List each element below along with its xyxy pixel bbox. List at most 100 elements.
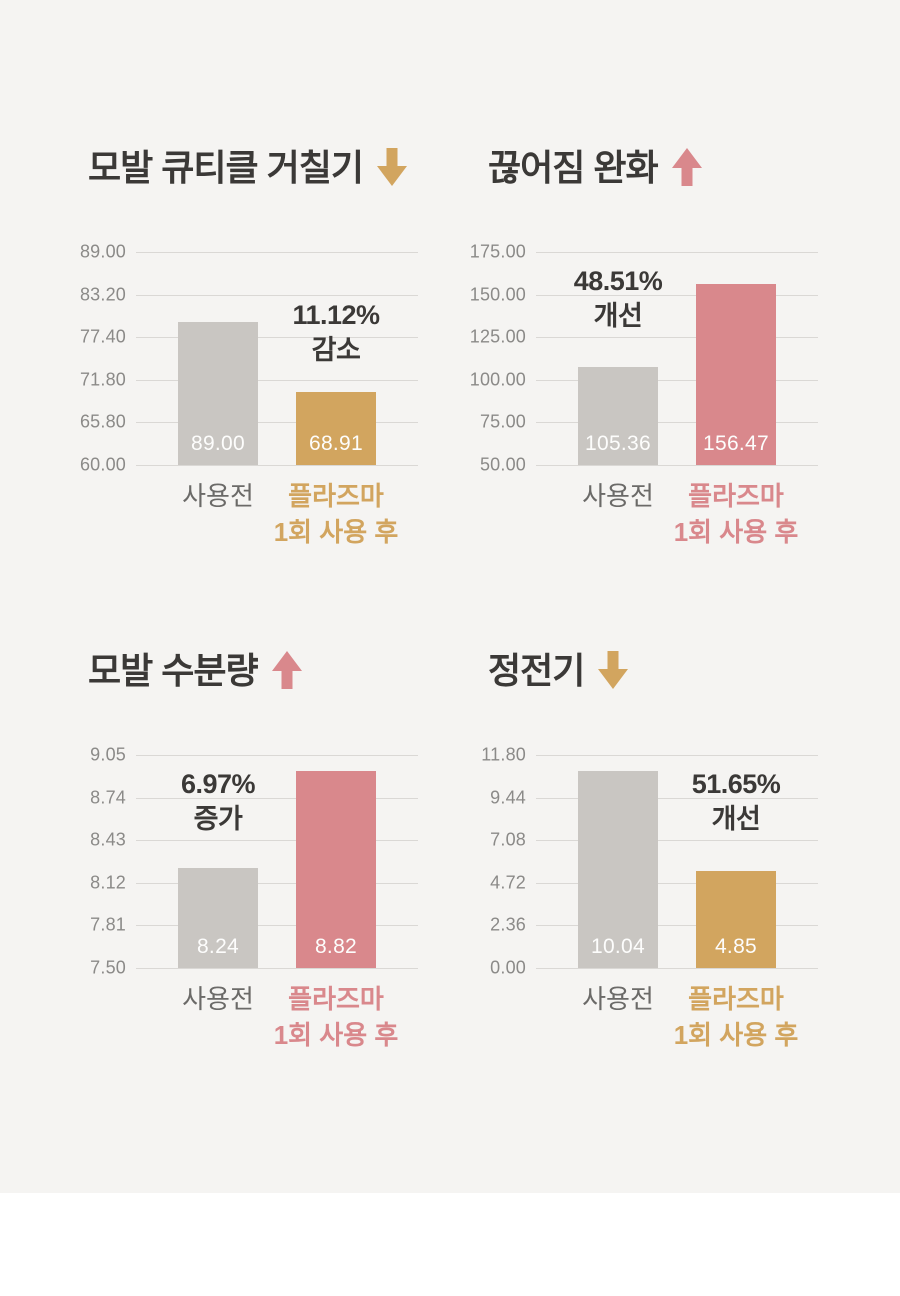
gridline — [136, 294, 418, 296]
x-axis-label-line: 사용전 — [582, 481, 654, 511]
gridline — [136, 422, 418, 424]
x-axis-label-line: 플라즈마 — [288, 984, 384, 1014]
annotation-line: 6.97% — [180, 769, 256, 799]
gridline — [136, 379, 418, 381]
chart-card: 모발 큐티클 거칠기 89.00 83.20 77.40 71.80 65.80 60.0… — [75, 140, 435, 610]
bar-value-label: 89.00 — [190, 432, 246, 455]
y-axis-tick-label: 7.08 — [490, 829, 526, 850]
chart-title: 정전기 — [488, 650, 585, 691]
y-axis-tick-label: 8.74 — [90, 787, 126, 808]
bar-after: 8.82 — [296, 771, 376, 968]
y-axis-tick-label: 9.44 — [490, 787, 526, 808]
trend-down-icon — [598, 650, 629, 689]
y-axis-tick-label: 2.36 — [490, 914, 526, 935]
gridline — [136, 252, 418, 253]
gridline — [136, 840, 418, 842]
bar-chart-plot: 175.00 150.00 125.00 100.00 75.00 50.00 105.36… — [470, 242, 818, 547]
x-axis-label-before: 사용전 — [533, 981, 703, 1017]
chart-card: 끊어짐 완화 175.00 150.00 125.00 100.00 75.00 50.0… — [470, 140, 835, 610]
gridline — [536, 797, 818, 799]
x-axis-label-line: 사용전 — [582, 984, 654, 1014]
x-axis-label-after: 플라즈마 1회 사용 후 — [251, 981, 421, 1053]
bar-value-label: 105.36 — [584, 432, 652, 455]
annotation-line: 51.65% — [691, 769, 781, 799]
chart-title: 모발 큐티클 거칠기 — [88, 147, 364, 188]
gridline — [536, 379, 818, 381]
bar-chart-plot: 9.05 8.74 8.43 8.12 7.81 7.50 8.24 사용전 8.82 플라즈마 1… — [90, 745, 418, 1050]
bar-value-label: 156.47 — [702, 432, 770, 455]
annotation-line: 48.51% — [573, 266, 663, 296]
x-axis-label-after: 플라즈마 1회 사용 후 — [651, 981, 821, 1053]
chart-title-row: 모발 수분량 — [88, 643, 435, 693]
gridline — [536, 925, 818, 927]
bar-value-label: 10.04 — [590, 935, 646, 958]
y-axis-tick-label: 150.00 — [469, 284, 526, 305]
gridline — [536, 252, 818, 253]
y-axis-tick-label: 9.05 — [90, 744, 126, 765]
y-axis-tick-label: 8.43 — [90, 829, 126, 850]
trend-up-icon — [671, 147, 702, 186]
x-axis-label-line: 1회 사용 후 — [673, 1020, 799, 1050]
x-axis-label-before: 사용전 — [133, 981, 303, 1017]
gridline — [536, 882, 818, 884]
improvement-annotation: 48.51% 개선 — [574, 264, 663, 334]
gridline — [136, 755, 418, 756]
bar-chart-plot: 11.80 9.44 7.08 4.72 2.36 0.00 10.04 사용전 4.85 플라즈… — [481, 745, 818, 1050]
y-axis-tick-label: 77.40 — [79, 326, 126, 347]
x-axis-label-line: 플라즈마 — [688, 481, 784, 511]
y-axis-tick-label: 7.81 — [90, 914, 126, 935]
y-axis-tick-label: 7.50 — [90, 957, 126, 978]
y-axis-tick-label: 65.80 — [79, 411, 126, 432]
chart-title-row: 정전기 — [488, 643, 835, 693]
x-axis-label-line: 사용전 — [182, 984, 254, 1014]
y-axis-tick-label: 0.00 — [490, 957, 526, 978]
y-axis-tick-label: 175.00 — [469, 241, 526, 262]
gridline — [136, 465, 418, 466]
gridline — [136, 925, 418, 927]
y-axis-tick-label: 60.00 — [79, 454, 126, 475]
y-axis-tick-label: 11.80 — [481, 744, 526, 765]
gridline — [536, 337, 818, 339]
y-axis-tick-label: 4.72 — [490, 872, 526, 893]
gridline — [136, 968, 418, 969]
bar-value-label: 4.85 — [714, 935, 758, 958]
bar-before: 10.04 — [578, 771, 658, 968]
x-axis-label-line: 플라즈마 — [288, 481, 384, 511]
chart-title: 모발 수분량 — [88, 650, 259, 691]
bar-before: 105.36 — [578, 367, 658, 465]
x-axis-label-before: 사용전 — [133, 478, 303, 514]
chart-title: 끊어짐 완화 — [488, 147, 659, 188]
y-axis-tick-label: 89.00 — [79, 241, 126, 262]
trend-down-icon — [376, 147, 407, 186]
improvement-annotation: 11.12% 감소 — [292, 298, 380, 368]
y-axis-tick-label: 100.00 — [469, 369, 526, 390]
bar-before: 8.24 — [178, 868, 258, 968]
annotation-line: 감소 — [311, 335, 361, 365]
x-axis-label-before: 사용전 — [533, 478, 703, 514]
annotation-line: 개선 — [711, 804, 761, 834]
bar-after: 156.47 — [696, 283, 776, 465]
chart-card: 모발 수분량 9.05 8.74 8.43 8.12 7.81 7.50 8.24 사용전 8.… — [75, 643, 435, 1113]
x-axis-label-line: 사용전 — [182, 481, 254, 511]
gridline — [136, 797, 418, 799]
gridline — [536, 465, 818, 466]
chart-card: 정전기 11.80 9.44 7.08 4.72 2.36 0.00 10.04 사용전 4.8… — [475, 643, 835, 1113]
trend-up-icon — [271, 650, 302, 689]
footer-white-band — [0, 1193, 900, 1296]
gridline — [536, 755, 818, 756]
gridline — [536, 294, 818, 296]
bar-value-label: 68.91 — [308, 432, 364, 455]
x-axis-label-line: 1회 사용 후 — [273, 1020, 399, 1050]
chart-title-row: 끊어짐 완화 — [488, 140, 835, 190]
infographic-canvas: 모발 큐티클 거칠기 89.00 83.20 77.40 71.80 65.80 60.0… — [0, 0, 900, 1193]
y-axis-tick-label: 71.80 — [79, 369, 126, 390]
improvement-annotation: 51.65% 개선 — [692, 767, 781, 837]
gridline — [536, 968, 818, 969]
x-axis-label-line: 1회 사용 후 — [273, 517, 399, 547]
annotation-line: 증가 — [193, 804, 243, 834]
x-axis-label-line: 1회 사용 후 — [673, 517, 799, 547]
chart-title-row: 모발 큐티클 거칠기 — [88, 140, 435, 190]
y-axis-tick-label: 125.00 — [469, 326, 526, 347]
gridline — [136, 337, 418, 339]
annotation-line: 개선 — [593, 301, 643, 331]
